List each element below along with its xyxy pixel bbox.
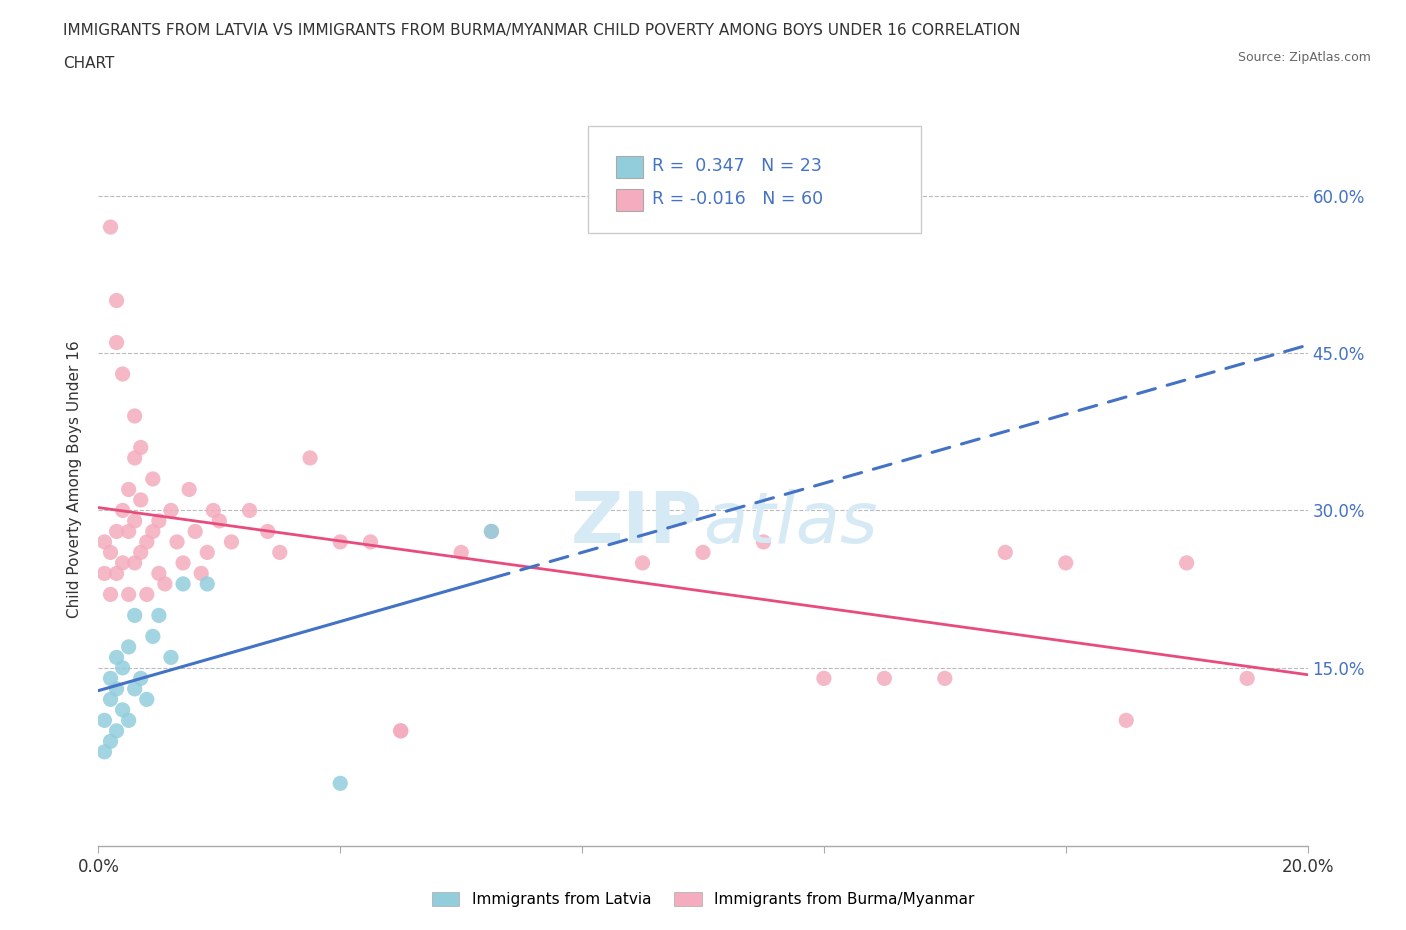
Point: [299, 450, 322, 465]
Point: [752, 535, 775, 550]
Point: [153, 577, 176, 591]
Point: [100, 545, 122, 560]
Point: [105, 682, 128, 697]
Point: [105, 293, 128, 308]
Point: [256, 524, 278, 538]
Point: [100, 671, 122, 685]
Point: [221, 535, 243, 550]
Point: [148, 566, 170, 581]
Point: [179, 482, 201, 497]
Point: [166, 535, 188, 550]
Point: [148, 608, 170, 623]
Point: [1236, 671, 1258, 685]
Point: [111, 503, 134, 518]
Point: [129, 671, 152, 685]
Point: [118, 713, 141, 728]
Point: [269, 545, 291, 560]
Point: [111, 555, 134, 570]
FancyBboxPatch shape: [616, 189, 643, 211]
Point: [389, 724, 412, 738]
FancyBboxPatch shape: [588, 126, 921, 232]
Point: [105, 335, 128, 350]
Point: [148, 513, 170, 528]
Point: [129, 545, 152, 560]
Point: [873, 671, 896, 685]
Point: [118, 524, 141, 538]
Point: [93, 566, 115, 581]
Point: [124, 450, 146, 465]
Point: [184, 524, 207, 538]
Point: [124, 513, 146, 528]
Point: [100, 219, 122, 234]
Point: [329, 776, 352, 790]
Point: [481, 524, 503, 538]
Point: [135, 535, 157, 550]
FancyBboxPatch shape: [616, 155, 643, 178]
Point: [93, 713, 115, 728]
Point: [142, 629, 165, 644]
Text: IMMIGRANTS FROM LATVIA VS IMMIGRANTS FROM BURMA/MYANMAR CHILD POVERTY AMONG BOYS: IMMIGRANTS FROM LATVIA VS IMMIGRANTS FRO…: [63, 23, 1021, 38]
Point: [129, 493, 152, 508]
Point: [93, 744, 115, 759]
Point: [118, 482, 141, 497]
Point: [389, 724, 412, 738]
Point: [481, 524, 503, 538]
Point: [124, 682, 146, 697]
Point: [202, 503, 225, 518]
Y-axis label: Child Poverty Among Boys Under 16: Child Poverty Among Boys Under 16: [67, 340, 83, 618]
Point: [450, 545, 472, 560]
Point: [160, 650, 183, 665]
Text: Source: ZipAtlas.com: Source: ZipAtlas.com: [1237, 51, 1371, 64]
Point: [195, 577, 218, 591]
Point: [142, 472, 165, 486]
Point: [160, 503, 183, 518]
Point: [934, 671, 956, 685]
Point: [118, 640, 141, 655]
Point: [111, 660, 134, 675]
Point: [692, 545, 714, 560]
Point: [239, 503, 262, 518]
Point: [105, 650, 128, 665]
Point: [135, 587, 157, 602]
Point: [195, 545, 218, 560]
Point: [105, 724, 128, 738]
Point: [100, 692, 122, 707]
Point: [100, 734, 122, 749]
Point: [994, 545, 1017, 560]
Legend: Immigrants from Latvia, Immigrants from Burma/Myanmar: Immigrants from Latvia, Immigrants from …: [426, 885, 980, 913]
Text: CHART: CHART: [63, 56, 115, 71]
Point: [124, 555, 146, 570]
Point: [118, 587, 141, 602]
Point: [1115, 713, 1137, 728]
Point: [124, 408, 146, 423]
Point: [100, 587, 122, 602]
Text: R = -0.016   N = 60: R = -0.016 N = 60: [652, 190, 824, 208]
Text: atlas: atlas: [703, 488, 877, 557]
Point: [142, 524, 165, 538]
Point: [1175, 555, 1198, 570]
Point: [105, 524, 128, 538]
Point: [631, 555, 654, 570]
Point: [172, 555, 194, 570]
Point: [813, 671, 835, 685]
Point: [129, 440, 152, 455]
Point: [329, 535, 352, 550]
Text: ZIP: ZIP: [571, 488, 703, 557]
Point: [172, 577, 194, 591]
Text: R =  0.347   N = 23: R = 0.347 N = 23: [652, 157, 823, 175]
Point: [135, 692, 157, 707]
Point: [360, 535, 382, 550]
Point: [111, 366, 134, 381]
Point: [124, 608, 146, 623]
Point: [111, 702, 134, 717]
Point: [208, 513, 231, 528]
Point: [105, 566, 128, 581]
Point: [1054, 555, 1077, 570]
Point: [190, 566, 212, 581]
Point: [93, 535, 115, 550]
